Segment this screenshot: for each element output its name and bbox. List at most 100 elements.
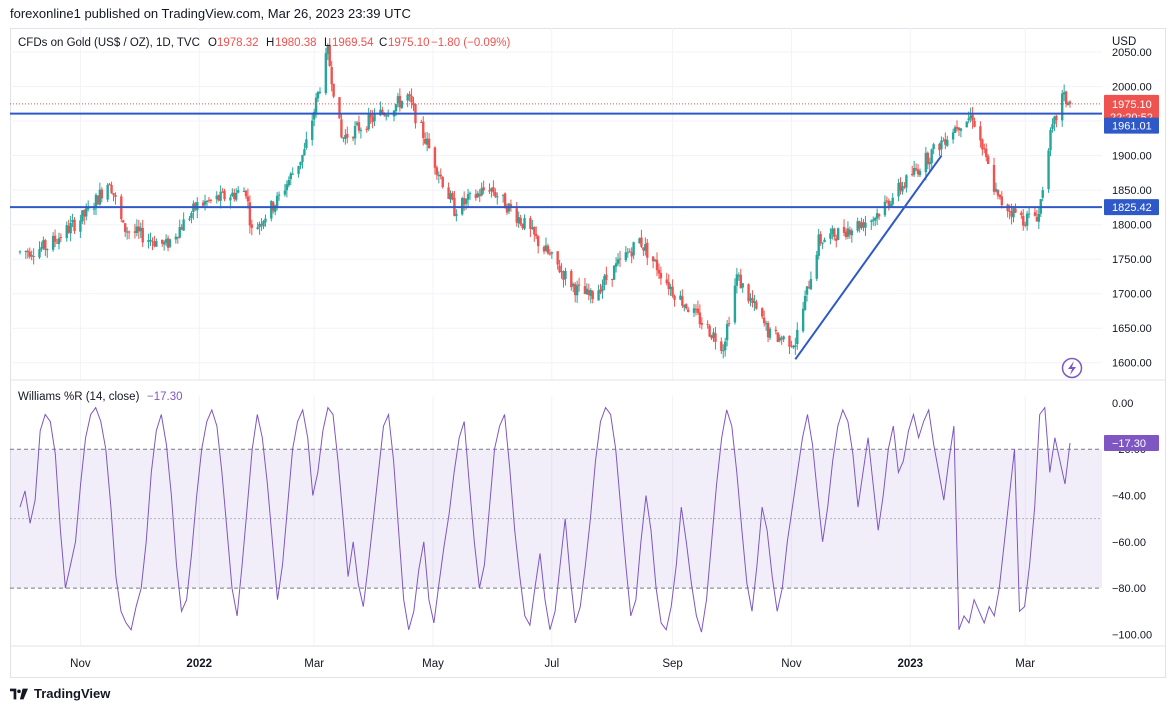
- candle-body: [624, 252, 628, 261]
- candle-body: [166, 238, 170, 248]
- candle-body: [983, 148, 986, 150]
- candle-body: [1022, 215, 1025, 226]
- candle-body: [69, 223, 72, 234]
- candle-body: [891, 197, 894, 205]
- candle-body: [981, 139, 984, 150]
- candle-body: [98, 189, 102, 205]
- candle-body: [24, 251, 28, 253]
- candle-body: [542, 246, 546, 252]
- candle-body: [585, 288, 589, 295]
- candle-body: [819, 234, 822, 244]
- candle-body: [1014, 208, 1017, 213]
- candle-body: [242, 190, 246, 192]
- candle-body: [696, 308, 700, 313]
- horizontal-levels[interactable]: [10, 103, 1102, 360]
- candle-body: [782, 336, 785, 340]
- candle-body: [235, 192, 238, 200]
- candle-body: [462, 198, 466, 205]
- candle-body: [618, 258, 622, 260]
- candle-body: [930, 149, 933, 164]
- candle-body: [535, 233, 538, 237]
- candle-body: [1008, 210, 1011, 212]
- candle-body: [305, 139, 308, 148]
- candle-body: [30, 255, 33, 257]
- candle-body: [314, 97, 318, 113]
- candle-body: [817, 234, 820, 256]
- candle-body: [858, 221, 861, 229]
- candle-body: [807, 287, 811, 289]
- candle-body: [1012, 207, 1015, 218]
- candle-body: [357, 122, 361, 131]
- candle-body: [291, 173, 294, 175]
- lightning-icon[interactable]: [1061, 357, 1083, 379]
- candle-body: [597, 290, 600, 301]
- candle-body: [1033, 212, 1037, 216]
- candle-body: [801, 308, 805, 332]
- candle-body: [141, 227, 144, 243]
- candle-body: [122, 220, 125, 223]
- candle-body: [599, 289, 602, 293]
- wr-value-badge-bg: [1104, 434, 1159, 451]
- candle-body: [383, 114, 386, 116]
- candle-body: [340, 119, 343, 138]
- candle-body: [792, 346, 795, 348]
- candle-body: [108, 184, 111, 186]
- candle-body: [488, 190, 491, 192]
- candle-body: [998, 194, 1002, 198]
- candle-body: [100, 189, 104, 199]
- candle-body: [844, 231, 848, 238]
- candle-body: [229, 197, 232, 201]
- candle-body: [344, 135, 347, 139]
- candle-body: [311, 120, 314, 140]
- candle-body: [575, 285, 579, 296]
- price-tick-label: 1600.00: [1112, 358, 1152, 370]
- wr-tick-label: 0.00: [1112, 398, 1133, 410]
- candle-body: [914, 168, 918, 170]
- candle-body: [739, 274, 742, 289]
- candle-body: [112, 193, 115, 195]
- indicator-value: −17.30: [147, 391, 183, 403]
- last-price-badge-bg: [1104, 94, 1159, 125]
- candle-body: [669, 286, 672, 290]
- candle-body: [1020, 212, 1023, 216]
- candle-body: [932, 144, 935, 150]
- candle-body: [911, 173, 914, 176]
- candle-body: [155, 241, 158, 247]
- candle-body: [59, 237, 63, 239]
- last-price-text: 1975.10: [1112, 99, 1152, 111]
- candle-body: [712, 332, 715, 338]
- candle-body: [81, 210, 84, 222]
- candle-body: [125, 231, 129, 233]
- candle-body: [1064, 91, 1068, 105]
- tradingview-brand[interactable]: TradingView: [10, 686, 110, 701]
- candle-body: [478, 194, 481, 197]
- candle-body: [653, 259, 657, 261]
- price-tick-label: 1700.00: [1112, 289, 1152, 301]
- candle-body: [864, 222, 867, 228]
- candle-body: [848, 229, 852, 235]
- level-1-badge: 1961.01: [1104, 117, 1159, 134]
- candle-body: [796, 329, 799, 345]
- candle-body: [32, 256, 35, 258]
- x-tick-label: Mar: [304, 658, 324, 670]
- close-label: C: [379, 37, 387, 49]
- candle-body: [737, 275, 741, 277]
- price-tick-label: 1850.00: [1112, 185, 1152, 197]
- candle-body: [957, 127, 961, 131]
- candle-body: [408, 94, 411, 97]
- candle-body: [139, 227, 142, 232]
- candle-body: [515, 208, 518, 223]
- williams-r-series: [19, 406, 1071, 633]
- candle-body: [751, 297, 754, 303]
- candle-body: [640, 237, 643, 247]
- candle-body: [153, 241, 156, 246]
- grid-lines: [10, 28, 1102, 646]
- candle-body: [683, 305, 686, 308]
- candle-body: [359, 130, 363, 132]
- candle-body: [231, 192, 234, 197]
- candle-body: [135, 226, 139, 233]
- candle-body: [747, 284, 750, 302]
- candle-body: [616, 259, 620, 264]
- candle-body: [589, 290, 592, 296]
